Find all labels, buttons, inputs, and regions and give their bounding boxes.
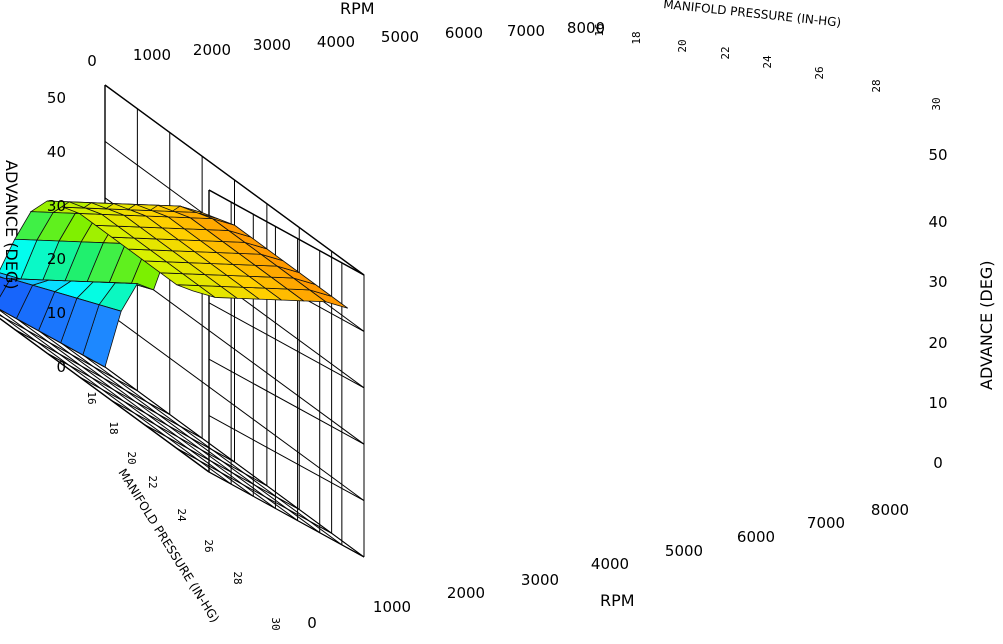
surface-cell: [0, 272, 21, 280]
manifold-pressure-left-tick-label: 30: [269, 617, 282, 630]
advance-right-axis-label: ADVANCE (DEG): [977, 261, 996, 391]
surface-mesh: [0, 200, 349, 368]
rpm-bottom-tick-label: 2000: [447, 584, 485, 602]
manifold-pressure-top-tick-label: 24: [761, 55, 774, 69]
manifold-pressure-top-tick-label: 30: [930, 97, 943, 110]
advance-right-tick-label: 50: [928, 146, 947, 164]
rpm-top-tick-label: 6000: [445, 24, 483, 42]
manifold-pressure-top-tick-label: 20: [676, 39, 689, 52]
rpm-top-tick-label: 5000: [381, 28, 419, 46]
manifold-pressure-left-tick-label: 18: [107, 421, 120, 434]
rpm-top-axis-label: RPM: [340, 0, 375, 18]
rpm-top-tick-label: 2000: [193, 41, 231, 59]
manifold-pressure-top-tick-label: 18: [630, 31, 643, 44]
floor-gridline: [104, 366, 365, 558]
floor-gridline: [79, 376, 235, 463]
advance-left-tick-label: 50: [47, 89, 66, 107]
manifold-pressure-left-tick-label: 20: [125, 451, 138, 464]
advance-right-tick-label: 40: [928, 213, 947, 231]
manifold-pressure-top-axis-label: MANIFOLD PRESSURE (IN-HG): [663, 0, 842, 30]
advance-left-tick-label: 10: [47, 304, 66, 322]
floor-gridline: [14, 329, 170, 415]
floor-gridline: [144, 424, 300, 510]
manifold-pressure-left-tick-label: 16: [85, 391, 98, 404]
floor-gridline: [0, 313, 232, 485]
floor-gridline: [0, 309, 254, 497]
rpm-top-tick-label: 3000: [253, 36, 291, 54]
manifold-pressure-left-tick-label: 26: [202, 539, 215, 552]
surface-cell: [0, 275, 12, 298]
rpm-bottom-tick-label: 8000: [871, 501, 909, 519]
side-wall-gridline: [208, 302, 365, 389]
manifold-pressure-top-tick-label: 26: [813, 66, 826, 79]
rpm-top-tick-label: 7000: [507, 22, 545, 40]
rpm-bottom-tick-label: 3000: [521, 571, 559, 589]
floor-gridline: [46, 352, 203, 439]
manifold-pressure-top-tick-label: 22: [719, 46, 732, 59]
advance-left-tick-label: 20: [47, 250, 66, 268]
floor-gridline: [38, 330, 298, 521]
advance-left-tick-label: 0: [56, 358, 66, 376]
advance-right-tick-label: 10: [928, 394, 947, 412]
axis-tick-labels: 0010001000200020003000300040004000500050…: [47, 19, 948, 632]
rpm-bottom-tick-label: 7000: [807, 514, 845, 532]
front-floor-edge: [0, 317, 210, 473]
floor-gridline: [0, 314, 138, 392]
floor-gridline: [111, 400, 268, 487]
floor-gridline: [60, 342, 321, 534]
rpm-bottom-tick-label: 4000: [591, 555, 629, 573]
side-wall-top-edge: [208, 189, 365, 276]
floor-gridline: [82, 354, 343, 546]
rpm-bottom-tick-label: 6000: [737, 528, 775, 546]
rpm-bottom-tick-label: 0: [307, 614, 317, 632]
side-wall-gridline: [208, 358, 365, 445]
advance-left-tick-label: 40: [47, 143, 66, 161]
side-wall-gridline: [208, 415, 365, 502]
back-wall-top-edge: [104, 84, 365, 276]
floor-gridline: [176, 447, 332, 534]
advance-right-tick-label: 0: [933, 454, 943, 472]
manifold-pressure-top-tick-label: 16: [593, 23, 606, 36]
rpm-top-tick-label: 4000: [317, 33, 355, 51]
rpm-bottom-tick-label: 5000: [665, 542, 703, 560]
manifold-pressure-top-tick-label: 28: [870, 79, 883, 92]
rpm-top-tick-label: 0: [87, 52, 97, 70]
advance-left-axis-label: ADVANCE (DEG): [2, 160, 21, 290]
advance-right-tick-label: 30: [928, 273, 947, 291]
manifold-pressure-left-tick-label: 28: [231, 571, 244, 584]
rpm-top-tick-label: 1000: [133, 46, 171, 64]
floor-gridline: [16, 318, 276, 509]
manifold-pressure-left-tick-label: 24: [175, 508, 188, 522]
rpm-top-tick-label: 8000: [567, 19, 605, 37]
advance-left-tick-label: 30: [47, 197, 66, 215]
advance-right-tick-label: 20: [928, 334, 947, 352]
surface-cell: [0, 276, 5, 279]
manifold-pressure-left-tick-label: 22: [146, 475, 159, 488]
back-wall-gridline: [104, 310, 365, 502]
floor-gridline: [208, 471, 365, 558]
rpm-bottom-tick-label: 1000: [373, 598, 411, 616]
rpm-bottom-axis-label: RPM: [600, 591, 635, 610]
